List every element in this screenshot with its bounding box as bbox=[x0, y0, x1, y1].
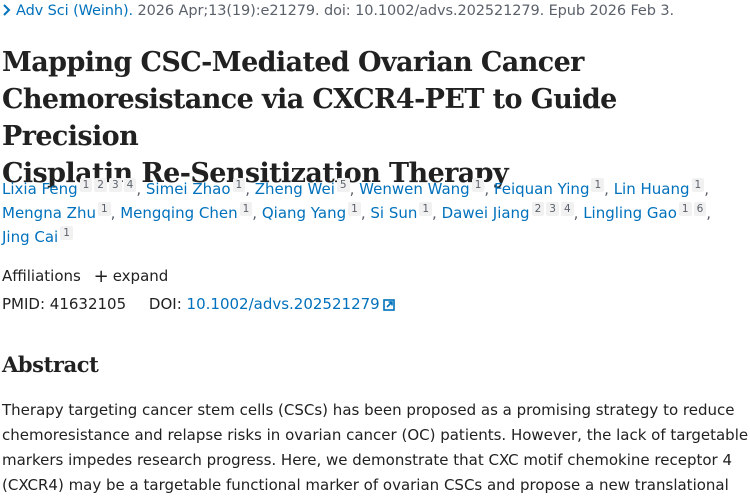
author-link[interactable]: Si Sun bbox=[370, 204, 418, 222]
affiliation-number[interactable]: 5 bbox=[336, 178, 350, 192]
affiliation-number[interactable]: 3 bbox=[546, 202, 559, 216]
doi-label: DOI: bbox=[148, 295, 182, 313]
author-entry: Si Sun 1, bbox=[370, 202, 442, 222]
author-entry: Zheng Wei 5, bbox=[254, 178, 360, 198]
affiliation-number[interactable]: 1 bbox=[678, 202, 692, 216]
doi-link[interactable]: 10.1002/advs.202521279 bbox=[187, 295, 395, 313]
affiliations-expand-button[interactable]: + expand bbox=[93, 266, 169, 287]
author-entry: Mengna Zhu 1, bbox=[2, 202, 121, 222]
author-link[interactable]: Mengna Zhu bbox=[2, 204, 96, 222]
expand-label: expand bbox=[112, 267, 169, 285]
abstract-line: Therapy targeting cancer stem cells (CSC… bbox=[2, 401, 735, 419]
title-line-1: Mapping CSC-Mediated Ovarian Cancer bbox=[2, 47, 584, 78]
author-entry: Dawei Jiang 2 3 4, bbox=[441, 202, 584, 222]
affiliation-number[interactable]: 1 bbox=[691, 178, 705, 192]
affiliation-number[interactable]: 1 bbox=[348, 202, 361, 216]
author-entry: Simei Zhao 1, bbox=[145, 178, 255, 198]
author-link[interactable]: Lixia Feng bbox=[2, 180, 78, 198]
author-link[interactable]: Feiquan Ying bbox=[493, 180, 590, 198]
chevron-right-icon[interactable] bbox=[2, 3, 16, 19]
abstract-heading: Abstract bbox=[2, 352, 99, 377]
affiliation-number[interactable]: 1 bbox=[97, 202, 111, 216]
author-link[interactable]: Qiang Yang bbox=[261, 204, 347, 222]
author-link[interactable]: Dawei Jiang bbox=[441, 204, 530, 222]
affiliation-number[interactable]: 1 bbox=[60, 226, 73, 240]
journal-link[interactable]: Adv Sci (Weinh). bbox=[16, 3, 134, 19]
author-link[interactable]: Wenwen Wang bbox=[359, 180, 470, 198]
affiliation-number[interactable]: 1 bbox=[471, 178, 485, 192]
author-entry: Feiquan Ying 1, bbox=[493, 178, 614, 198]
doi-value: 10.1002/advs.202521279 bbox=[186, 295, 380, 313]
abstract-line: (CXCR4) may be a targetable functional m… bbox=[2, 476, 729, 494]
affiliations-row: Affiliations + expand bbox=[2, 266, 168, 287]
author-link[interactable]: Lingling Gao bbox=[583, 204, 677, 222]
affiliation-number[interactable]: 2 bbox=[94, 178, 107, 192]
author-entry: Lingling Gao 1 6, bbox=[583, 202, 712, 222]
external-link-icon bbox=[382, 297, 395, 315]
affiliation-number[interactable]: 6 bbox=[693, 202, 707, 216]
author-entry: Qiang Yang 1, bbox=[261, 202, 371, 222]
author-link[interactable]: Mengqing Chen bbox=[120, 204, 238, 222]
affiliation-number[interactable]: 1 bbox=[591, 178, 605, 192]
author-entry: Lixia Feng 1 2 3 4, bbox=[2, 178, 146, 198]
article-title: Mapping CSC-Mediated Ovarian Cancer Chem… bbox=[2, 44, 747, 192]
author-entry: Wenwen Wang 1, bbox=[359, 178, 494, 198]
pmid: PMID: 41632105 bbox=[2, 295, 127, 313]
author-link[interactable]: Simei Zhao bbox=[145, 180, 231, 198]
author-entry: Mengqing Chen 1, bbox=[120, 202, 262, 222]
authors-list: Lixia Feng 1 2 3 4, Simei Zhao 1, Zheng Wei 5,… bbox=[2, 177, 742, 249]
author-entry: Jing Cai 1 bbox=[2, 226, 73, 246]
author-link[interactable]: Lin Huang bbox=[613, 180, 690, 198]
affiliation-number[interactable]: 2 bbox=[531, 202, 545, 216]
abstract-line: markers impedes research progress. Here,… bbox=[2, 451, 733, 469]
citation-details: 2026 Apr;13(19):e21279. doi: 10.1002/adv… bbox=[133, 3, 675, 19]
affiliation-number[interactable]: 4 bbox=[560, 202, 574, 216]
author-entry: Lin Huang 1, bbox=[613, 178, 709, 198]
title-line-2: Chemoresistance via CXCR4-PET to Guide P… bbox=[2, 84, 617, 152]
author-link[interactable]: Jing Cai bbox=[2, 228, 59, 246]
author-link[interactable]: Zheng Wei bbox=[254, 180, 335, 198]
affiliation-number[interactable]: 3 bbox=[108, 178, 122, 192]
plus-icon: + bbox=[93, 266, 109, 287]
affiliation-number[interactable]: 4 bbox=[123, 178, 137, 192]
journal-citation: Adv Sci (Weinh). 2026 Apr;13(19):e21279.… bbox=[2, 3, 674, 19]
affiliation-number[interactable]: 1 bbox=[419, 202, 433, 216]
affiliation-number[interactable]: 1 bbox=[239, 202, 253, 216]
affiliations-label: Affiliations bbox=[2, 267, 81, 285]
identifiers-row: PMID: 41632105 DOI: 10.1002/advs.2025212… bbox=[2, 295, 395, 315]
abstract-line: chemoresistance and relapse risks in ova… bbox=[2, 426, 749, 444]
abstract-text: Therapy targeting cancer stem cells (CSC… bbox=[2, 398, 749, 498]
affiliation-number[interactable]: 1 bbox=[79, 178, 93, 192]
affiliation-number[interactable]: 1 bbox=[232, 178, 246, 192]
